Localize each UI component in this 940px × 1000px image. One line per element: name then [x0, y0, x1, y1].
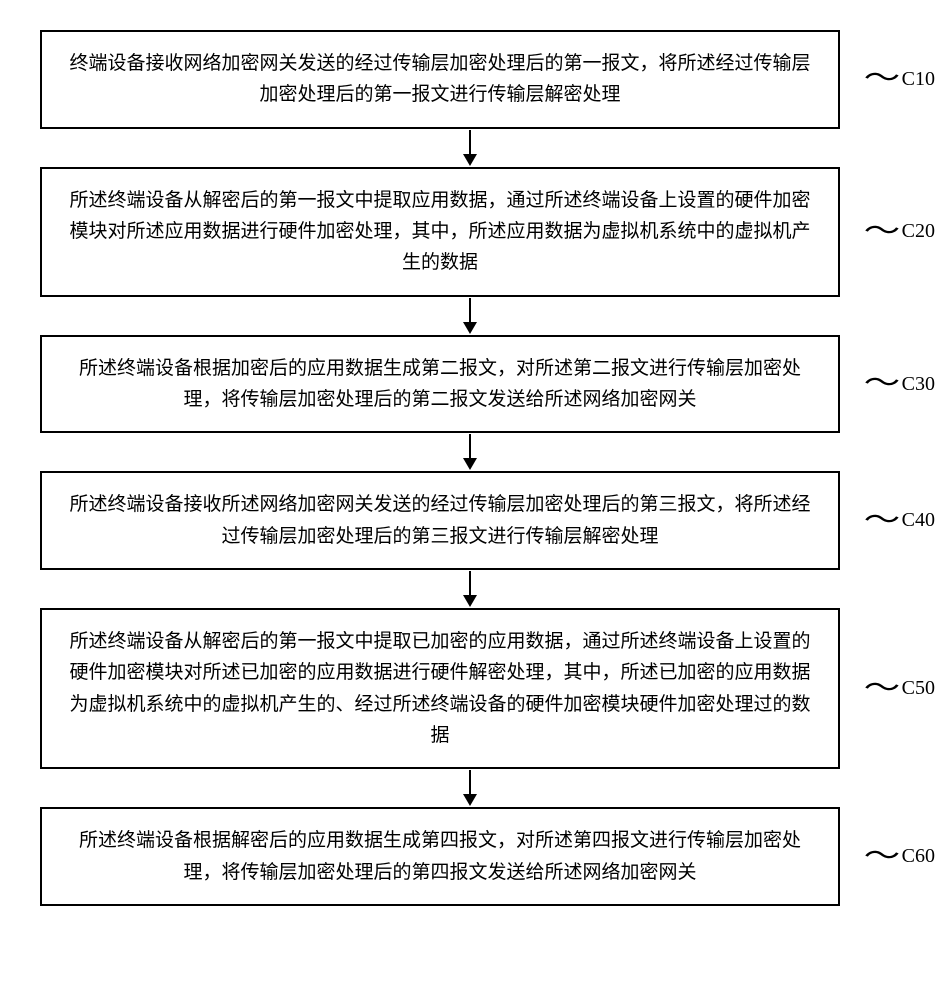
flowchart-node-c20: 所述终端设备从解密后的第一报文中提取应用数据，通过所述终端设备上设置的硬件加密模…	[40, 167, 840, 297]
flowchart-node-c50: 所述终端设备从解密后的第一报文中提取已加密的应用数据，通过所述终端设备上设置的硬…	[40, 608, 840, 769]
arrow-line	[469, 130, 471, 154]
flowchart-node-c30: 所述终端设备根据加密后的应用数据生成第二报文，对所述第二报文进行传输层加密处理，…	[40, 335, 840, 434]
node-text: 终端设备接收网络加密网关发送的经过传输层加密处理后的第一报文，将所述经过传输层加…	[69, 53, 810, 105]
label-group-c20: 〜 C20	[868, 218, 935, 246]
arrow-line	[469, 571, 471, 595]
node-label: C40	[902, 509, 935, 532]
label-group-c30: 〜 C30	[868, 370, 935, 398]
node-wrapper-c50: 所述终端设备从解密后的第一报文中提取已加密的应用数据，通过所述终端设备上设置的硬…	[40, 608, 900, 769]
node-text: 所述终端设备根据解密后的应用数据生成第四报文，对所述第四报文进行传输层加密处理，…	[79, 830, 801, 882]
arrow-c30-c40	[463, 433, 477, 471]
node-text: 所述终端设备接收所述网络加密网关发送的经过传输层加密处理后的第三报文，将所述经过…	[69, 494, 810, 546]
node-text: 所述终端设备从解密后的第一报文中提取已加密的应用数据，通过所述终端设备上设置的硬…	[69, 631, 810, 746]
flowchart-node-c10: 终端设备接收网络加密网关发送的经过传输层加密处理后的第一报文，将所述经过传输层加…	[40, 30, 840, 129]
label-group-c50: 〜 C50	[868, 675, 935, 703]
arrow-head-icon	[463, 154, 477, 166]
wave-icon: 〜	[863, 370, 899, 398]
label-group-c60: 〜 C60	[868, 843, 935, 871]
arrow-c10-c20	[463, 129, 477, 167]
node-text: 所述终端设备根据加密后的应用数据生成第二报文，对所述第二报文进行传输层加密处理，…	[79, 358, 801, 410]
node-wrapper-c20: 所述终端设备从解密后的第一报文中提取应用数据，通过所述终端设备上设置的硬件加密模…	[40, 167, 900, 297]
node-wrapper-c30: 所述终端设备根据加密后的应用数据生成第二报文，对所述第二报文进行传输层加密处理，…	[40, 335, 900, 434]
node-wrapper-c10: 终端设备接收网络加密网关发送的经过传输层加密处理后的第一报文，将所述经过传输层加…	[40, 30, 900, 129]
node-label: C20	[902, 220, 935, 243]
label-group-c10: 〜 C10	[868, 65, 935, 93]
label-group-c40: 〜 C40	[868, 507, 935, 535]
flowchart-node-c60: 所述终端设备根据解密后的应用数据生成第四报文，对所述第四报文进行传输层加密处理，…	[40, 807, 840, 906]
arrow-head-icon	[463, 794, 477, 806]
arrow-c20-c30	[463, 297, 477, 335]
node-wrapper-c60: 所述终端设备根据解密后的应用数据生成第四报文，对所述第四报文进行传输层加密处理，…	[40, 807, 900, 906]
flowchart-container: 终端设备接收网络加密网关发送的经过传输层加密处理后的第一报文，将所述经过传输层加…	[40, 30, 900, 906]
arrow-c40-c50	[463, 570, 477, 608]
node-label: C10	[902, 68, 935, 91]
arrow-line	[469, 770, 471, 794]
arrow-head-icon	[463, 322, 477, 334]
wave-icon: 〜	[863, 218, 899, 246]
flowchart-node-c40: 所述终端设备接收所述网络加密网关发送的经过传输层加密处理后的第三报文，将所述经过…	[40, 471, 840, 570]
wave-icon: 〜	[863, 507, 899, 535]
arrow-c50-c60	[463, 769, 477, 807]
wave-icon: 〜	[863, 843, 899, 871]
wave-icon: 〜	[863, 675, 899, 703]
arrow-line	[469, 298, 471, 322]
node-label: C50	[902, 677, 935, 700]
node-wrapper-c40: 所述终端设备接收所述网络加密网关发送的经过传输层加密处理后的第三报文，将所述经过…	[40, 471, 900, 570]
wave-icon: 〜	[863, 65, 899, 93]
node-label: C60	[902, 845, 935, 868]
arrow-head-icon	[463, 458, 477, 470]
arrow-head-icon	[463, 595, 477, 607]
node-text: 所述终端设备从解密后的第一报文中提取应用数据，通过所述终端设备上设置的硬件加密模…	[69, 190, 810, 274]
node-label: C30	[902, 373, 935, 396]
arrow-line	[469, 434, 471, 458]
